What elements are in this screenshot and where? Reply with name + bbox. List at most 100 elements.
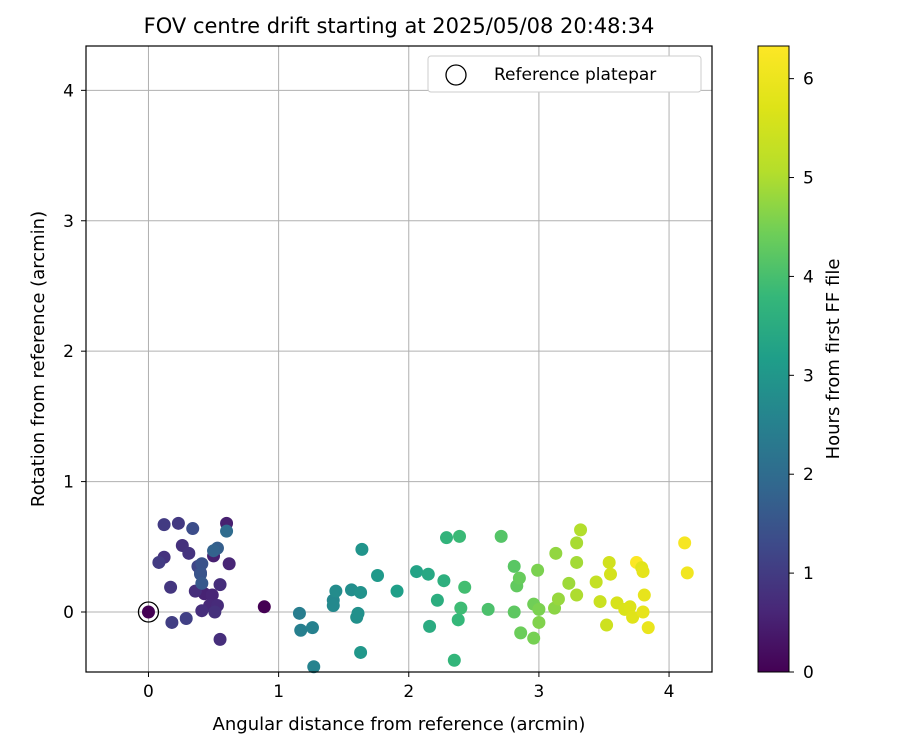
scatter-point — [220, 524, 234, 538]
legend: Reference platepar — [427, 55, 702, 93]
x-axis-label: Angular distance from reference (arcmin) — [213, 714, 586, 735]
scatter-point — [165, 615, 179, 629]
scatter-point — [678, 536, 692, 550]
y-tick-label: 1 — [63, 473, 74, 493]
x-tick-label: 1 — [273, 682, 284, 702]
scatter-point — [626, 610, 640, 624]
scatter-point — [205, 588, 219, 602]
legend-label: Reference platepar — [494, 65, 656, 85]
x-tick-label: 3 — [533, 682, 544, 702]
scatter-point — [447, 653, 461, 667]
scatter-point — [600, 618, 614, 632]
scatter-point — [481, 602, 495, 616]
scatter-point — [195, 576, 209, 590]
scatter-point — [195, 557, 209, 571]
colorbar-label: Hours from first FF file — [823, 259, 844, 460]
scatter-point — [551, 592, 565, 606]
scatter-point — [574, 523, 588, 537]
scatter-point — [213, 632, 227, 646]
scatter-point — [326, 598, 340, 612]
scatter-point — [454, 601, 468, 615]
scatter-point — [531, 563, 545, 577]
colorbar-tick-label: 2 — [803, 465, 814, 485]
scatter-point — [532, 602, 546, 616]
scatter-point — [637, 588, 651, 602]
scatter-point — [329, 584, 343, 598]
scatter-point — [186, 522, 200, 536]
scatter-point — [507, 605, 521, 619]
scatter-point — [494, 529, 508, 543]
scatter-point — [593, 595, 607, 609]
x-tick-label: 4 — [664, 682, 675, 702]
legend-box — [427, 55, 702, 93]
scatter-point — [507, 559, 521, 573]
colorbar-tick-label: 3 — [803, 366, 814, 386]
scatter-point — [514, 626, 528, 640]
scatter-point — [570, 555, 584, 569]
scatter-point — [182, 546, 196, 560]
scatter-point — [451, 613, 465, 627]
colorbar-tick-label: 5 — [803, 169, 814, 189]
scatter-point — [603, 567, 617, 581]
scatter-point — [430, 593, 444, 607]
grid — [86, 46, 712, 672]
x-axis-ticks: 0 1 2 3 4 — [143, 672, 674, 702]
reference-ring — [137, 601, 160, 623]
data-points — [152, 516, 694, 674]
scatter-point — [602, 555, 616, 569]
y-tick-label: 3 — [63, 212, 74, 232]
y-tick-label: 4 — [63, 81, 74, 101]
scatter-point — [171, 516, 185, 530]
colorbar-ticks: 0 1 2 3 4 5 6 — [789, 70, 814, 683]
scatter-point — [636, 605, 650, 619]
scatter-point — [589, 575, 603, 589]
scatter-point — [257, 600, 271, 614]
scatter-point — [307, 660, 321, 674]
scatter-point — [680, 566, 694, 580]
scatter-point — [207, 544, 221, 558]
scatter-point — [570, 588, 584, 602]
scatter-point — [437, 574, 451, 588]
scatter-point — [453, 529, 467, 543]
scatter-point — [512, 571, 526, 585]
colorbar-tick-label: 1 — [803, 564, 814, 584]
scatter-point — [458, 580, 472, 594]
scatter-point — [527, 631, 541, 645]
scatter-point — [208, 605, 222, 619]
scatter-point — [157, 518, 171, 532]
colorbar-tick-label: 4 — [803, 267, 814, 287]
scatter-point — [152, 555, 166, 569]
scatter-point — [305, 621, 319, 635]
y-tick-label: 0 — [63, 603, 74, 623]
scatter-point — [641, 621, 655, 635]
y-axis-label: Rotation from reference (arcmin) — [28, 211, 49, 507]
scatter-point — [371, 568, 385, 582]
colorbar-tick-label: 6 — [803, 70, 814, 90]
y-tick-label: 2 — [63, 342, 74, 362]
scatter-point — [355, 542, 369, 556]
scatter-point — [195, 604, 209, 618]
scatter-point — [294, 623, 308, 637]
legend-marker-icon — [445, 64, 467, 86]
scatter-point — [562, 576, 576, 590]
reference-point — [141, 605, 155, 619]
plot-frame — [85, 45, 713, 673]
scatter-point — [390, 584, 404, 598]
scatter-point — [440, 531, 454, 545]
scatter-point — [623, 600, 637, 614]
chart-title: FOV centre drift starting at 2025/05/08 … — [144, 14, 655, 38]
scatter-point — [292, 606, 306, 620]
scatter-point — [410, 565, 424, 579]
scatter-point — [423, 619, 437, 633]
scatter-point — [532, 615, 546, 629]
y-axis-ticks: 0 1 2 3 4 — [63, 81, 86, 623]
scatter-point — [164, 580, 178, 594]
scatter-point — [354, 585, 368, 599]
scatter-point — [636, 565, 650, 579]
colorbar-tick-label: 0 — [803, 663, 814, 683]
x-tick-label: 2 — [403, 682, 414, 702]
scatter-point — [549, 546, 563, 560]
x-tick-label: 0 — [143, 682, 154, 702]
scatter-point — [222, 557, 236, 571]
